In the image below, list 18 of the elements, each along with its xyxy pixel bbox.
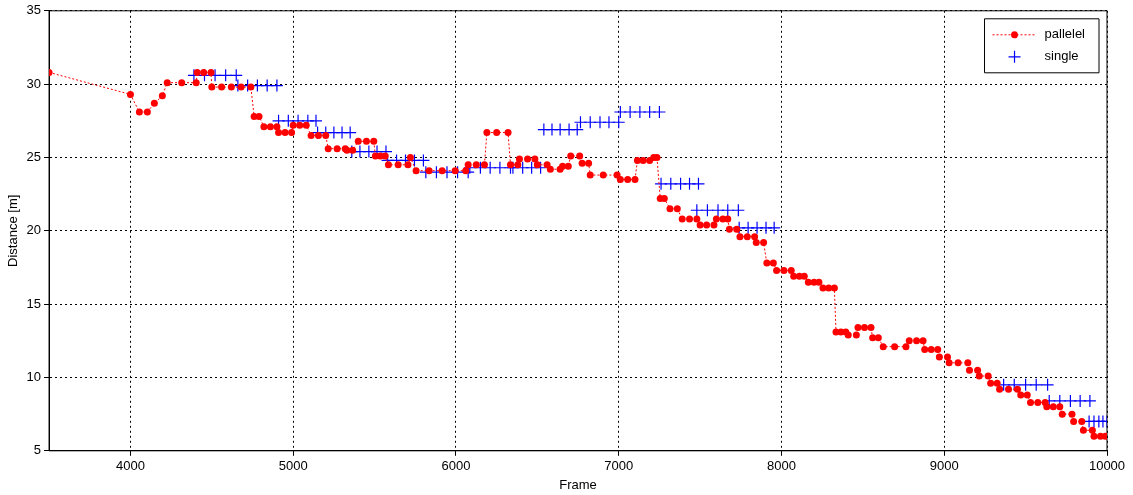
x-axis-title: Frame	[559, 476, 597, 492]
y-tick-label: 25	[26, 149, 42, 165]
legend-label: single	[1044, 48, 1079, 64]
y-tick-label: 20	[26, 222, 42, 238]
legend-label: pallelel	[1044, 26, 1086, 42]
y-tick-label: 15	[26, 295, 42, 311]
y-tick-label: 5	[33, 442, 42, 458]
x-tick-label: 10000	[1088, 458, 1126, 474]
y-axis-title: Distance [m]	[5, 194, 21, 267]
x-tick-label: 4000	[115, 458, 145, 474]
x-tick-label: 7000	[604, 458, 634, 474]
x-tick-label: 6000	[441, 458, 471, 474]
y-tick-label: 35	[26, 2, 42, 18]
y-tick-label: 30	[26, 75, 42, 91]
y-tick-label: 10	[26, 369, 42, 385]
x-tick-label: 8000	[767, 458, 796, 474]
x-tick-label: 9000	[929, 458, 959, 474]
x-tick-label: 5000	[278, 458, 308, 474]
